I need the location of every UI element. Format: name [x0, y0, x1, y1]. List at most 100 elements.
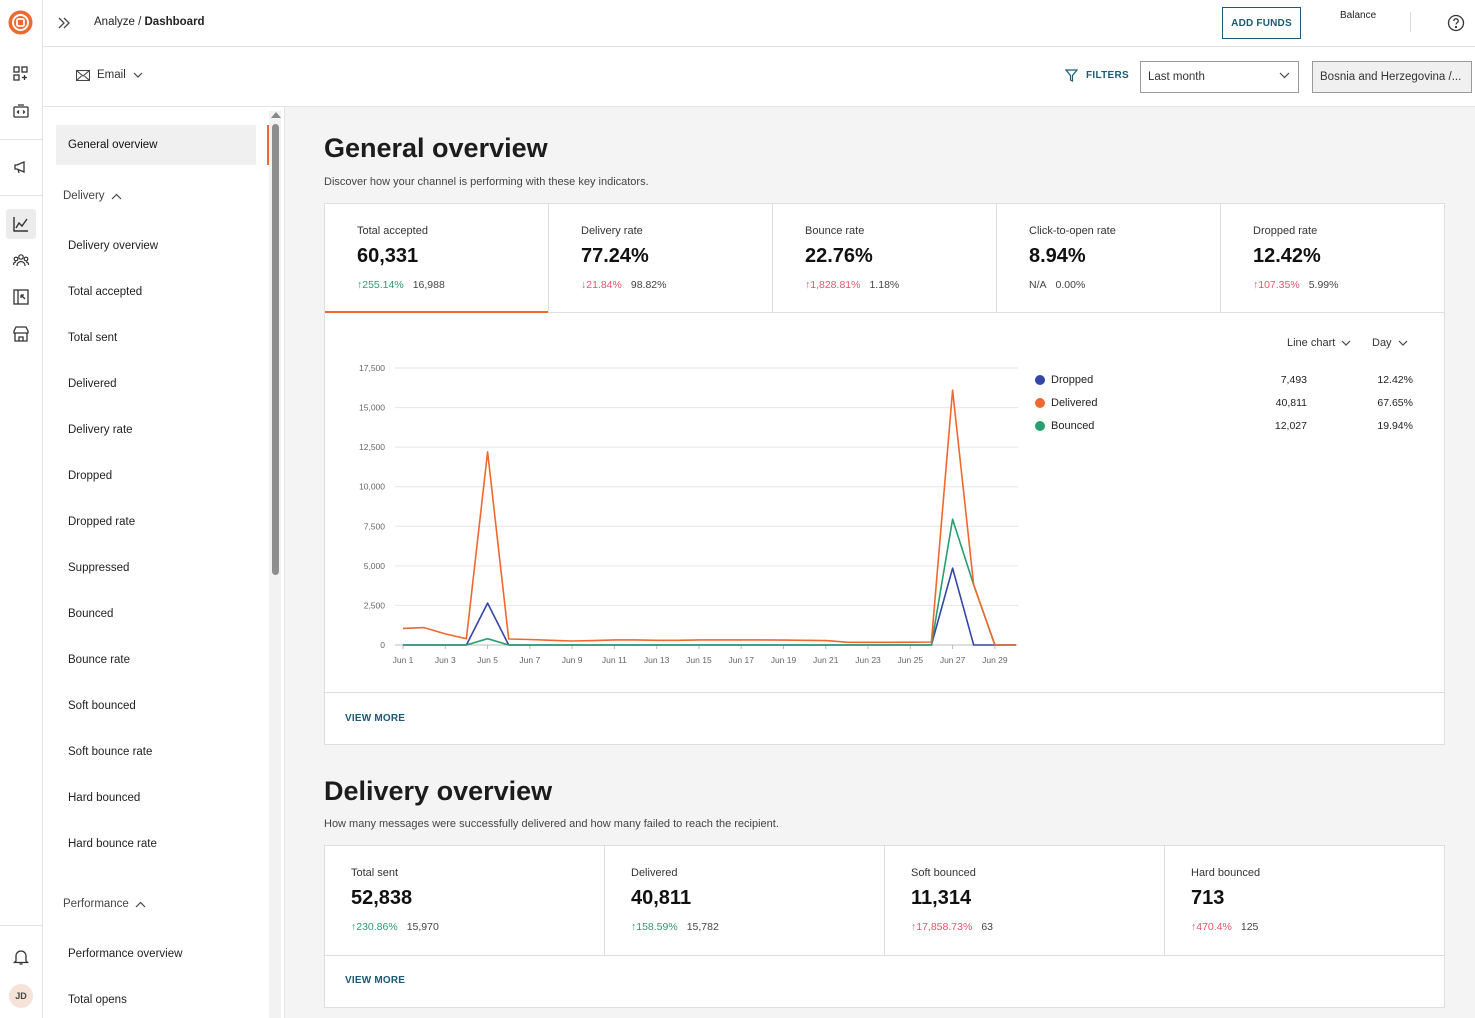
nav-item-total-accepted[interactable]: Total accepted: [68, 286, 143, 298]
view-more-link[interactable]: VIEW MORE: [345, 713, 406, 724]
nav-group-performance[interactable]: Performance: [63, 898, 146, 910]
filters-button[interactable]: FILTERS: [1065, 69, 1129, 82]
chevron-up-icon: [135, 901, 146, 907]
kpi-previous: 0.00%: [1055, 279, 1086, 291]
people-icon[interactable]: [6, 245, 36, 275]
kpi-tile-total-accepted[interactable]: Total accepted 60,331 ↑255.14% 16,988: [325, 204, 549, 313]
developer-tools-icon[interactable]: [6, 96, 36, 126]
kpi-tile-bounce-rate[interactable]: Bounce rate 22.76% ↑1,828.81% 1.18%: [773, 204, 997, 312]
legend-series-name: Delivered: [1051, 397, 1098, 409]
nav-item-soft-bounce-rate[interactable]: Soft bounce rate: [68, 746, 153, 758]
avatar[interactable]: JD: [9, 984, 33, 1008]
kpi-change: ↓21.84%: [581, 279, 622, 291]
kpi-tile-click-to-open-rate[interactable]: Click-to-open rate 8.94% N/A 0.00%: [997, 204, 1221, 312]
nav-item-bounced[interactable]: Bounced: [68, 608, 114, 620]
chevron-down-icon: [133, 72, 143, 78]
section-title-delivery-overview: Delivery overview: [324, 776, 553, 806]
kpi-label: Hard bounced: [1191, 867, 1261, 879]
kpi-change: N/A: [1029, 279, 1047, 291]
nav-item-dropped[interactable]: Dropped: [68, 470, 113, 482]
nav-item-hard-bounced[interactable]: Hard bounced: [68, 792, 141, 804]
kpi-row: Total sent 52,838 ↑230.86% 15,970 Delivered 4…: [325, 846, 1444, 956]
expand-sidebar-icon[interactable]: [55, 14, 73, 32]
nav-group-delivery[interactable]: Delivery: [63, 190, 122, 202]
store-icon[interactable]: [6, 319, 36, 349]
scroll-up-arrow-icon[interactable]: [271, 112, 281, 118]
nav-item-hard-bounce-rate[interactable]: Hard bounce rate: [68, 838, 157, 850]
section-subtitle: Discover how your channel is performing …: [324, 176, 649, 188]
nav-group-label: Delivery: [63, 190, 105, 202]
megaphone-icon[interactable]: [6, 152, 36, 182]
chevron-down-icon: [1398, 340, 1407, 346]
board-icon[interactable]: [6, 282, 36, 312]
granularity-label: Day: [1372, 337, 1392, 349]
kpi-previous: 15,970: [406, 921, 439, 933]
kpi-value: 12.42%: [1253, 245, 1321, 267]
delivery-overview-card: Total sent 52,838 ↑230.86% 15,970 Delivered 4…: [324, 845, 1445, 1008]
view-more-link[interactable]: VIEW MORE: [345, 975, 406, 986]
nav-item-label: General overview: [68, 139, 158, 151]
kpi-change-row: ↑17,858.73% 63: [911, 921, 993, 933]
kpi-change: ↑1,828.81%: [805, 279, 860, 291]
kpi-tile-hard-bounced[interactable]: Hard bounced 713 ↑470.4% 125: [1165, 846, 1444, 956]
channel-selector[interactable]: Email: [76, 69, 143, 81]
brand-logo-icon[interactable]: [8, 10, 33, 35]
kpi-tile-dropped-rate[interactable]: Dropped rate 12.42% ↑107.35% 5.99%: [1221, 204, 1444, 312]
arrow-up-icon: ↑: [1253, 279, 1259, 291]
x-tick-label: Jun 5: [477, 655, 498, 665]
kpi-value: 8.94%: [1029, 245, 1086, 267]
breadcrumb: Analyze / Dashboard: [94, 16, 205, 28]
kpi-previous: 98.82%: [630, 279, 667, 291]
kpi-label: Soft bounced: [911, 867, 976, 879]
analytics-chart-icon[interactable]: [6, 209, 36, 239]
chevron-up-icon: [111, 193, 121, 199]
add-funds-button[interactable]: ADD FUNDS: [1222, 7, 1301, 39]
nav-item-delivered[interactable]: Delivered: [68, 378, 117, 390]
y-tick-label: 10,000: [359, 482, 385, 492]
x-tick-label: Jun 27: [940, 655, 966, 665]
x-tick-label: Jun 13: [644, 655, 670, 665]
chart-type-select[interactable]: Line chart: [1287, 337, 1351, 349]
x-tick-label: Jun 11: [602, 655, 627, 665]
kpi-value: 60,331: [357, 245, 419, 267]
nav-item-suppressed[interactable]: Suppressed: [68, 562, 130, 574]
country-select[interactable]: Bosnia and Herzegovina /...: [1312, 61, 1472, 93]
series-line-delivered: [402, 389, 1016, 646]
help-icon[interactable]: [1447, 14, 1465, 32]
sidenav-scrollbar-thumb[interactable]: [272, 124, 279, 575]
rail-divider: [0, 925, 43, 926]
x-tick-label: Jun 17: [728, 655, 754, 665]
nav-item-total-opens[interactable]: Total opens: [68, 994, 127, 1006]
breadcrumb-parent[interactable]: Analyze /: [94, 16, 145, 28]
x-tick-label: Jun 29: [982, 655, 1008, 665]
filter-bar: Email FILTERS Last month Bosnia and Herz…: [43, 47, 1475, 107]
kpi-tile-soft-bounced[interactable]: Soft bounced 11,314 ↑17,858.73% 63: [885, 846, 1165, 956]
date-range-select[interactable]: Last month: [1140, 61, 1299, 93]
kpi-change: ↑255.14%: [357, 279, 404, 291]
kpi-tile-delivered[interactable]: Delivered 40,811 ↑158.59% 15,782: [605, 846, 885, 956]
nav-item-soft-bounced[interactable]: Soft bounced: [68, 700, 136, 712]
nav-item-delivery-rate[interactable]: Delivery rate: [68, 424, 133, 436]
kpi-tile-total-sent[interactable]: Total sent 52,838 ↑230.86% 15,970: [325, 846, 605, 956]
bell-icon[interactable]: [6, 942, 36, 972]
apps-icon[interactable]: [6, 59, 36, 89]
y-tick-label: 15,000: [359, 403, 385, 413]
kpi-change: ↑230.86%: [351, 921, 398, 933]
kpi-tile-delivery-rate[interactable]: Delivery rate 77.24% ↓21.84% 98.82%: [549, 204, 773, 312]
x-tick-label: Jun 7: [519, 655, 540, 665]
kpi-previous: 5.99%: [1308, 279, 1339, 291]
kpi-change: ↑17,858.73%: [911, 921, 972, 933]
kpi-change-value: 230.86%: [356, 921, 398, 933]
granularity-select[interactable]: Day: [1372, 337, 1408, 349]
x-tick-label: Jun 25: [898, 655, 924, 665]
nav-item-total-sent[interactable]: Total sent: [68, 332, 118, 344]
date-range-value: Last month: [1148, 71, 1205, 83]
kpi-change-value: 255.14%: [362, 279, 404, 291]
nav-item-delivery-overview[interactable]: Delivery overview: [68, 240, 159, 252]
nav-item-performance-overview[interactable]: Performance overview: [68, 948, 183, 960]
nav-item-bounce-rate[interactable]: Bounce rate: [68, 654, 131, 666]
kpi-change-value: 158.59%: [636, 921, 678, 933]
kpi-label: Total sent: [351, 867, 399, 879]
nav-item-general-overview[interactable]: General overview: [56, 125, 256, 165]
nav-item-dropped-rate[interactable]: Dropped rate: [68, 516, 136, 528]
